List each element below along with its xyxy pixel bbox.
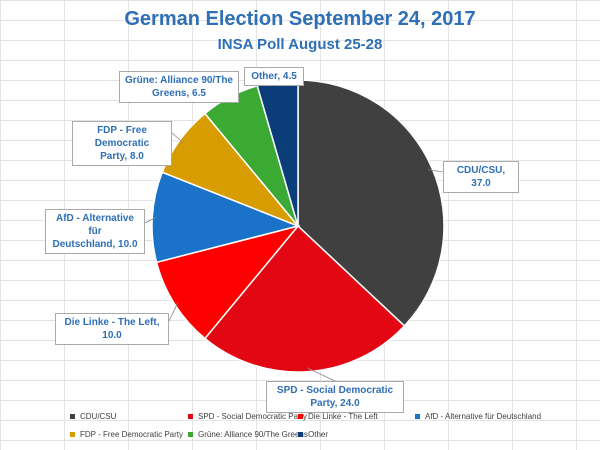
legend-item-die-linke: Die Linke - The Left xyxy=(298,412,378,421)
pie-slice-cdu-csu xyxy=(297,79,445,328)
pie-slice-die-linke xyxy=(155,224,301,340)
data-label-other: Other, 4.5 xyxy=(244,67,304,86)
data-label-gruene: Grüne: Alliance 90/The Greens, 6.5 xyxy=(119,71,239,103)
legend-swatch xyxy=(70,432,75,438)
legend-item-afd: AfD - Alternative für Deutschland xyxy=(415,412,541,421)
chart-subtitle: INSA Poll August 25-28 xyxy=(217,36,383,53)
chart-title: German Election September 24, 2017 xyxy=(124,8,476,30)
data-label-spd: SPD - Social Democratic Party, 24.0 xyxy=(266,381,404,413)
legend-swatch xyxy=(298,432,303,438)
legend-item-fdp: FDP - Free Democratic Party xyxy=(70,430,183,439)
legend-swatch xyxy=(298,414,303,420)
legend-item-other: Other xyxy=(298,430,328,439)
leader-line-fdp xyxy=(171,132,184,143)
legend-swatch xyxy=(70,414,75,420)
leader-line-cdu-csu xyxy=(428,169,444,173)
leader-line-spd xyxy=(306,367,336,382)
legend-item-gruene: Grüne: Alliance 90/The Greens xyxy=(188,430,308,439)
legend-swatch xyxy=(188,432,193,438)
pie-slice-afd xyxy=(151,171,301,264)
pie-slice-spd xyxy=(203,224,406,373)
leader-line-afd xyxy=(144,216,157,224)
data-label-afd: AfD - Alternative für Deutschland, 10.0 xyxy=(45,209,145,254)
legend-item-cdu-csu: CDU/CSU xyxy=(70,412,116,421)
data-label-fdp: FDP - Free Democratic Party, 8.0 xyxy=(72,121,172,166)
legend-swatch xyxy=(415,414,420,420)
data-label-cdu-csu: CDU/CSU, 37.0 xyxy=(443,161,519,193)
legend-swatch xyxy=(188,414,193,420)
legend-item-spd: SPD - Social Democratic Party xyxy=(188,412,307,421)
data-label-die-linke: Die Linke - The Left, 10.0 xyxy=(55,313,169,345)
leader-line-die-linke xyxy=(168,301,179,322)
chart-legend: CDU/CSU SPD - Social Democratic Party Di… xyxy=(70,412,590,446)
